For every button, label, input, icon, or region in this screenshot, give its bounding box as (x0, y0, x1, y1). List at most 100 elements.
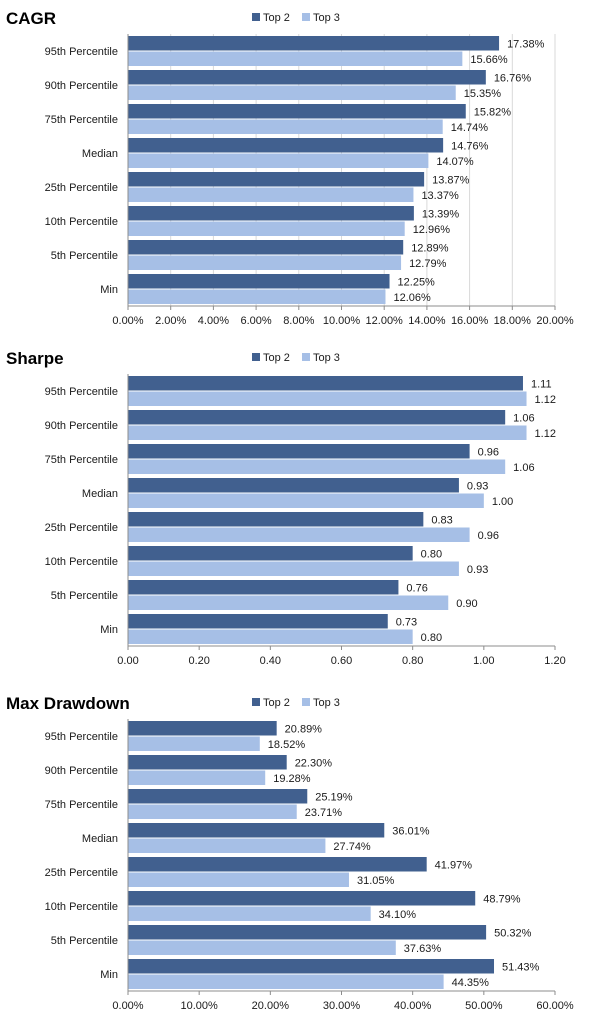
category-label: 10th Percentile (45, 901, 118, 913)
bar-top-2 (128, 172, 425, 187)
legend-label-top-2: Top 2 (263, 12, 290, 24)
legend-swatch-top-3 (302, 353, 310, 361)
category-label: Min (100, 969, 118, 981)
chart-title: CAGR (6, 9, 56, 28)
bar-top-3 (128, 289, 386, 304)
bar-top-2 (128, 789, 308, 804)
bar-top-2 (128, 959, 495, 974)
bar-top-3 (128, 391, 527, 406)
data-label-top-2: 22.30% (295, 758, 333, 770)
data-label-top-3: 1.12 (535, 394, 556, 406)
x-tick-label: 20.00% (252, 1000, 290, 1012)
data-label-top-2: 41.97% (435, 860, 473, 872)
data-label-top-2: 25.19% (315, 792, 353, 804)
bar-top-3 (128, 153, 429, 168)
x-tick-label: 0.00% (112, 1000, 143, 1012)
category-label: Median (82, 833, 118, 845)
bar-top-3 (128, 974, 444, 989)
bar-top-2 (128, 512, 424, 527)
category-label: 95th Percentile (45, 386, 118, 398)
legend-swatch-top-3 (302, 698, 310, 706)
data-label-top-3: 12.79% (409, 258, 447, 270)
data-label-top-3: 0.93 (467, 564, 488, 576)
bar-top-2 (128, 274, 390, 289)
bar-top-3 (128, 459, 506, 474)
x-tick-label: 4.00% (198, 315, 229, 327)
category-label: 10th Percentile (45, 216, 118, 228)
x-tick-label: 50.00% (465, 1000, 503, 1012)
category-label: 5th Percentile (51, 250, 118, 262)
bar-top-2 (128, 721, 277, 736)
category-label: 75th Percentile (45, 454, 118, 466)
bar-top-3 (128, 85, 456, 100)
data-label-top-3: 1.00 (492, 496, 513, 508)
x-tick-label: 2.00% (155, 315, 186, 327)
data-label-top-3: 12.96% (413, 224, 451, 236)
category-label: Min (100, 624, 118, 636)
bar-top-3 (128, 221, 405, 236)
bar-top-2 (128, 614, 388, 629)
data-label-top-3: 12.06% (393, 292, 431, 304)
data-label-top-3: 1.12 (535, 428, 556, 440)
category-label: Min (100, 284, 118, 296)
bar-top-3 (128, 736, 260, 751)
x-tick-label: 0.00% (112, 315, 143, 327)
legend-swatch-top-3 (302, 13, 310, 21)
bar-top-3 (128, 187, 414, 202)
data-label-top-2: 20.89% (285, 724, 323, 736)
category-label: 5th Percentile (51, 590, 118, 602)
legend-swatch-top-2 (252, 353, 260, 361)
data-label-top-2: 0.76 (406, 583, 427, 595)
data-label-top-2: 15.82% (474, 107, 512, 119)
bar-top-2 (128, 925, 487, 940)
bar-top-2 (128, 857, 427, 872)
bar-top-2 (128, 70, 486, 85)
data-label-top-3: 0.96 (478, 530, 499, 542)
data-label-top-2: 0.80 (421, 549, 442, 561)
category-label: 10th Percentile (45, 556, 118, 568)
data-label-top-3: 37.63% (404, 943, 442, 955)
bar-top-3 (128, 770, 266, 785)
data-label-top-2: 14.76% (451, 141, 489, 153)
data-label-top-3: 44.35% (452, 977, 490, 989)
bar-top-2 (128, 36, 500, 51)
chart-title: Sharpe (6, 349, 64, 368)
legend-swatch-top-2 (252, 698, 260, 706)
max-drawdown-chart: Max Drawdown Top 2 Top 3 95th Percentile 20.… (6, 694, 574, 1012)
bar-top-3 (128, 629, 413, 644)
bar-top-2 (128, 755, 287, 770)
data-label-top-2: 1.06 (513, 413, 534, 425)
data-label-top-2: 16.76% (494, 73, 532, 85)
data-label-top-3: 19.28% (273, 773, 311, 785)
bar-top-2 (128, 444, 470, 459)
data-label-top-3: 31.05% (357, 875, 395, 887)
x-tick-label: 0.40 (260, 655, 281, 667)
x-tick-label: 10.00% (323, 315, 361, 327)
x-tick-label: 60.00% (536, 1000, 574, 1012)
x-tick-label: 16.00% (451, 315, 489, 327)
bar-top-3 (128, 527, 470, 542)
legend-label-top-2: Top 2 (263, 697, 290, 709)
data-label-top-2: 0.93 (467, 481, 488, 493)
bar-top-2 (128, 478, 459, 493)
bar-top-3 (128, 940, 396, 955)
data-label-top-3: 34.10% (379, 909, 417, 921)
data-label-top-3: 15.35% (464, 88, 502, 100)
data-label-top-3: 14.07% (436, 156, 474, 168)
bar-top-2 (128, 410, 506, 425)
data-label-top-2: 0.83 (431, 515, 452, 527)
bar-top-2 (128, 546, 413, 561)
x-tick-label: 1.00 (473, 655, 494, 667)
bar-top-2 (128, 580, 399, 595)
bar-top-2 (128, 240, 404, 255)
category-label: 90th Percentile (45, 765, 118, 777)
bar-top-3 (128, 872, 349, 887)
category-label: 25th Percentile (45, 522, 118, 534)
x-tick-label: 0.00 (117, 655, 138, 667)
bar-top-3 (128, 493, 484, 508)
bar-top-3 (128, 119, 443, 134)
category-label: 90th Percentile (45, 80, 118, 92)
cagr-chart: CAGR Top 2 Top 3 95th Percentile 17.38% 15.66… (6, 9, 574, 327)
category-label: Median (82, 148, 118, 160)
data-label-top-2: 13.87% (432, 175, 470, 187)
